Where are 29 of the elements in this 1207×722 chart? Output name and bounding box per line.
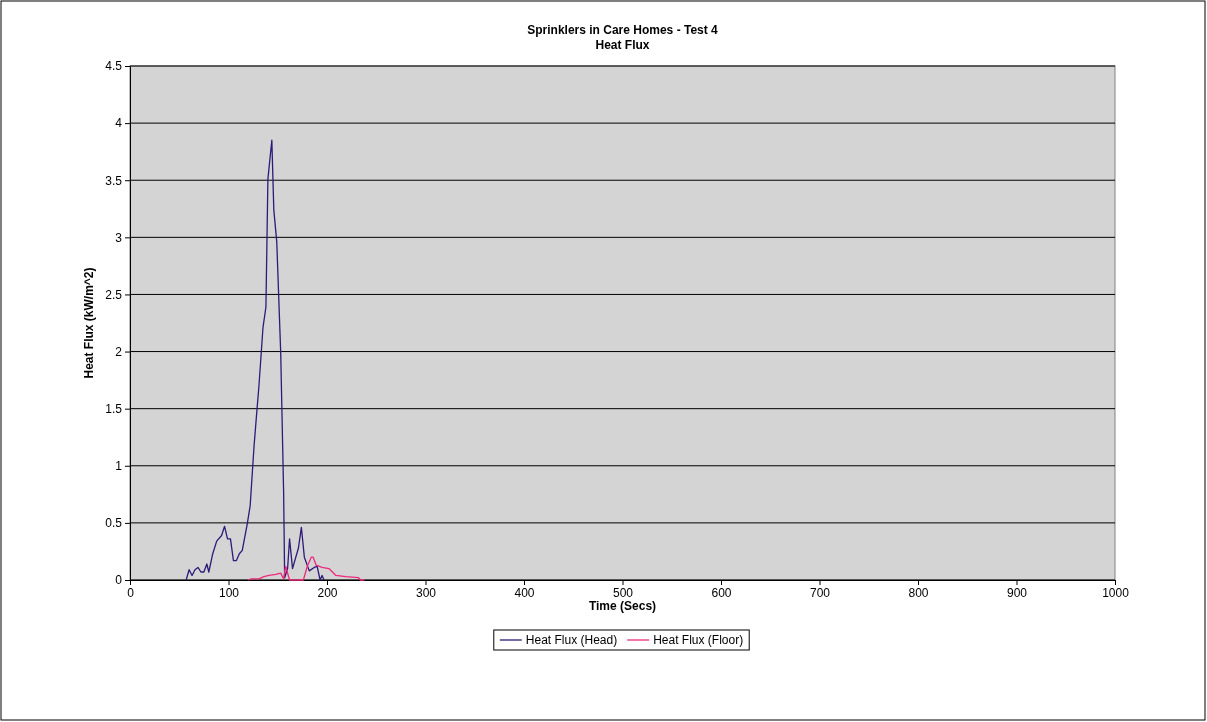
x-tick-label: 400 <box>514 585 535 600</box>
y-tick-label: 3 <box>115 230 123 245</box>
legend-label: Heat Flux (Head) <box>525 633 618 647</box>
y-tick-label: 4 <box>115 116 123 131</box>
line-series <box>247 556 366 581</box>
x-tick-label: 200 <box>317 585 338 600</box>
x-tick-label: 1000 <box>1102 585 1130 600</box>
y-axis-title: Heat Flux (kW/m^2) <box>82 267 96 379</box>
x-tick-label: 500 <box>612 585 634 600</box>
chart-title: Sprinklers in Care Homes - Test 4 <box>527 23 719 37</box>
chart-subtitle: Heat Flux <box>595 38 650 52</box>
y-tick-label: 2 <box>115 344 123 359</box>
line-series <box>185 139 325 581</box>
x-axis-title: Time (Secs) <box>588 599 657 613</box>
y-tick-label: 1.5 <box>105 402 123 417</box>
y-tick-label: 3.5 <box>105 173 123 188</box>
legend-label: Heat Flux (Floor) <box>653 633 744 647</box>
x-tick-label: 700 <box>809 585 831 600</box>
y-tick-label: 1 <box>115 459 123 474</box>
x-tick-label: 800 <box>908 585 929 600</box>
y-tick-label: 0.5 <box>105 516 123 531</box>
y-tick-label: 2.5 <box>105 287 123 302</box>
x-tick-label: 100 <box>218 585 240 600</box>
y-tick-label: 0 <box>115 573 123 588</box>
x-tick-label: 300 <box>415 585 437 600</box>
y-tick-label: 4.5 <box>105 59 123 74</box>
x-tick-label: 0 <box>127 585 135 600</box>
x-tick-label: 600 <box>711 585 732 600</box>
x-tick-label: 900 <box>1006 585 1028 600</box>
